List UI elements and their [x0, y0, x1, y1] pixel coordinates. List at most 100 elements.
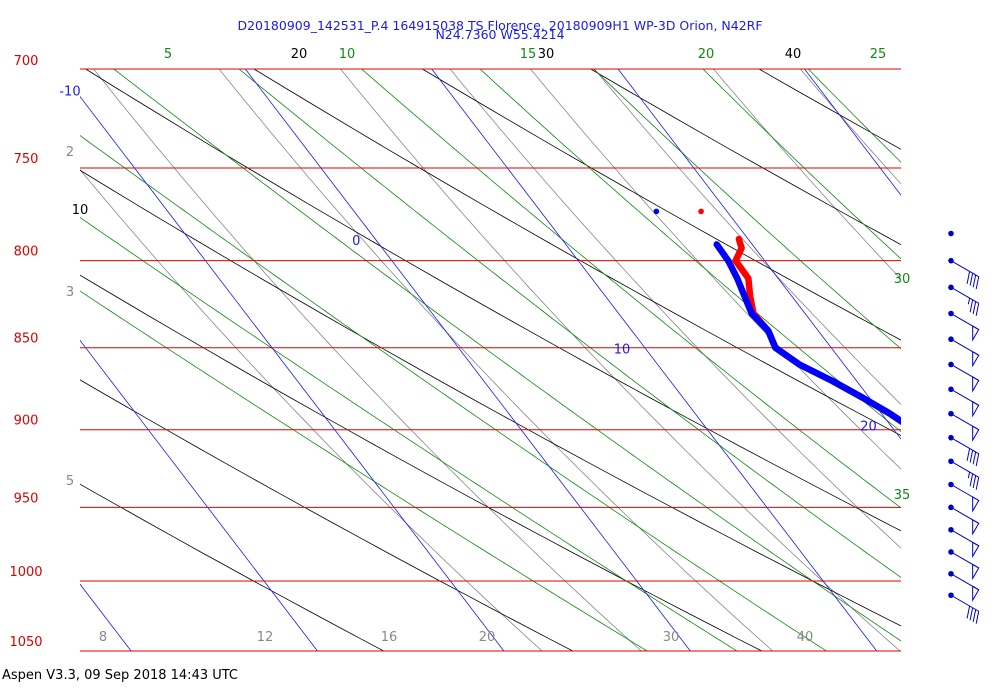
pressure-label: 700: [14, 54, 39, 69]
isotherm-line: [80, 95, 505, 651]
pressure-label: 750: [14, 152, 39, 167]
wind-barb-flag: [969, 473, 974, 487]
mixing-ratio-label: 12: [257, 630, 274, 645]
mixing-ratio-line: [218, 69, 773, 651]
dry-adiabat-line: [758, 69, 901, 150]
mixing-ratio-line: [340, 69, 901, 651]
wind-barb-staff: [950, 286, 979, 304]
moist-adiabat-line: [702, 69, 901, 260]
wind-barb-flag: [972, 451, 977, 465]
wind-barb-flag: [969, 450, 974, 463]
moist-adiabat-label: 25: [870, 47, 887, 62]
chart-labels: 700 750 800 850 900 950 1000 1050 -10 0 10 20 30 10 20…: [9, 47, 911, 650]
pressure-label: 800: [14, 245, 39, 260]
wind-barb-pennant: [972, 425, 980, 442]
wind-barb-column: [948, 230, 980, 624]
wind-barb-flag: [972, 301, 977, 315]
mixing-ratio-line: [529, 69, 901, 470]
wind-barb-pennant: [972, 585, 980, 603]
isotherm-line: [803, 69, 901, 196]
chart-subtitle: N24.7360 W55.4214: [435, 27, 564, 42]
mixing-ratio-line: [449, 69, 901, 549]
wind-barb-pennant: [972, 325, 980, 342]
mixing-ratio-label: 3: [66, 285, 74, 300]
wind-barb-flag: [975, 303, 980, 316]
wind-barb-flag: [972, 274, 977, 288]
mixing-ratio-label: 40: [797, 630, 814, 645]
dry-adiabat-label: 10: [72, 203, 89, 218]
wind-barb-pennant: [972, 541, 980, 559]
wind-barb: [948, 386, 980, 418]
moist-adiabat-line: [113, 69, 901, 642]
wind-barb-station: [948, 230, 954, 237]
isotherm-label: -10: [59, 84, 80, 99]
wind-barb: [948, 434, 980, 467]
wind-barb-pennant: [972, 376, 980, 393]
wind-barb-flag: [972, 609, 977, 622]
wind-barb: [948, 310, 980, 342]
mixing-ratio-label: 16: [381, 630, 398, 645]
temperature-trace: [732, 235, 901, 425]
pressure-label: 850: [14, 332, 39, 347]
mixing-ratio-line: [80, 169, 543, 651]
moist-adiabat-line: [593, 69, 901, 350]
temperature-start-marker: [698, 208, 704, 215]
wind-barb-flag: [966, 448, 971, 461]
wind-barb: [948, 458, 980, 490]
mixing-ratio-line: [799, 69, 901, 185]
footer-timestamp: Aspen V3.3, 09 Sep 2018 14:43 UTC: [2, 668, 239, 683]
wind-barb-flag: [966, 605, 971, 619]
wind-barb: [948, 504, 980, 536]
wind-barb-pennant: [972, 496, 980, 513]
mixing-ratio-label: 30: [663, 630, 680, 645]
mixing-ratio-line: [712, 69, 901, 280]
mixing-ratio-label: 20: [479, 630, 496, 645]
moist-adiabat-label: 30: [894, 272, 911, 287]
dry-adiabat-line: [253, 69, 901, 436]
isotherm-line: [975, 48, 1000, 651]
wind-barb-staff: [950, 437, 979, 455]
wind-barb-flag: [975, 477, 980, 490]
wind-barb-flag: [972, 475, 977, 489]
wind-barb-flag: [969, 299, 974, 313]
isotherm-line: [244, 69, 691, 651]
moist-adiabat-line: [360, 69, 901, 509]
moist-adiabat-label: 20: [698, 47, 715, 62]
isotherm-label: 0: [352, 234, 360, 249]
moist-adiabat-label: 35: [894, 488, 911, 503]
dry-adiabat-label: 20: [291, 47, 308, 62]
wind-barb: [948, 570, 980, 603]
dry-adiabat-line: [80, 379, 573, 651]
wind-barb-pennant: [972, 563, 980, 581]
wind-barb-pennant: [972, 518, 980, 536]
dry-adiabat-line: [80, 274, 762, 651]
wind-barb: [948, 592, 980, 624]
dry-adiabat-line: [80, 169, 901, 627]
dewpoint-start-marker: [653, 208, 660, 215]
moist-adiabat-label: 10: [339, 47, 356, 62]
pressure-label: 1000: [9, 565, 42, 580]
isotherm-label: 10: [614, 342, 631, 357]
isotherm-line: [80, 339, 318, 651]
dry-adiabat-line: [421, 69, 901, 341]
moist-adiabat-line: [80, 135, 827, 651]
mixing-ratio-line: [593, 69, 901, 406]
wind-barb: [948, 549, 980, 581]
wind-barb: [948, 481, 980, 513]
wind-barb-flag: [975, 276, 980, 290]
wind-barb-pennant: [972, 350, 980, 368]
sounding-profiles: [653, 208, 901, 425]
moist-adiabat-line: [479, 69, 901, 433]
chart-title: D20180909_142531_P.4 164915038 TS Floren…: [237, 18, 762, 33]
isotherm-line: [80, 583, 132, 651]
chart-grid: [80, 48, 1000, 651]
wind-barb-half-flag: [967, 297, 971, 305]
wind-barb: [948, 230, 954, 237]
wind-barb-pennant: [972, 400, 980, 418]
pressure-label: 950: [14, 491, 39, 506]
isobar-lines: [80, 68, 901, 652]
wind-barb-staff: [950, 594, 979, 612]
wind-barb-staff: [950, 460, 979, 478]
dry-adiabat-label: 40: [785, 47, 802, 62]
